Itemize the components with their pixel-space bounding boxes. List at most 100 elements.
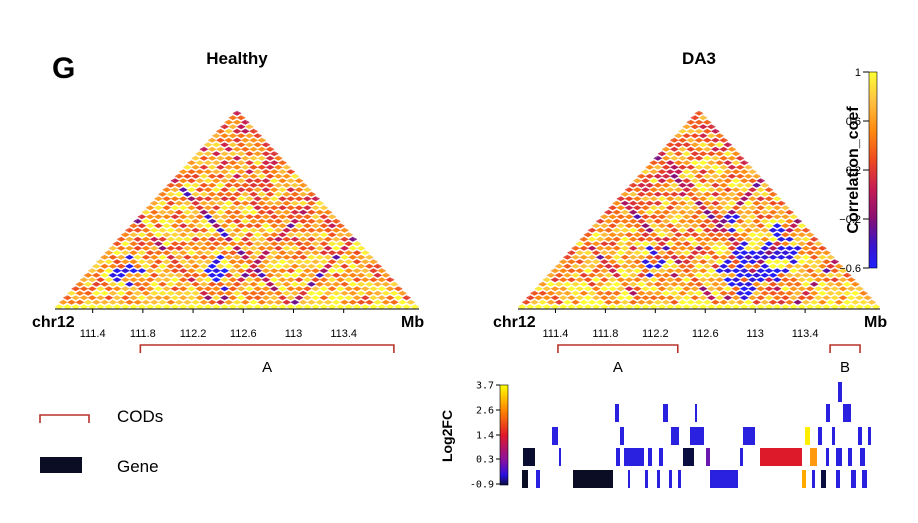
heatmap-cell xyxy=(632,295,642,301)
heatmap-cell xyxy=(826,281,836,287)
heatmap-cell xyxy=(145,304,155,310)
heatmap-cell xyxy=(203,295,213,301)
heatmap-cell xyxy=(669,299,679,305)
heatmap-cell xyxy=(215,263,226,269)
heatmap-cell xyxy=(352,304,362,310)
heatmap-cell xyxy=(583,295,593,301)
heatmap-cell xyxy=(220,169,230,175)
heatmap-cell xyxy=(174,281,184,287)
heatmap-cell xyxy=(690,178,700,184)
heatmap-cell xyxy=(682,205,692,211)
heatmap-cell xyxy=(735,182,745,188)
heatmap-cell xyxy=(66,299,77,305)
heatmap-cell xyxy=(747,232,758,238)
heatmap-cell xyxy=(784,263,795,269)
heatmap-cell xyxy=(640,187,651,193)
heatmap-cell xyxy=(232,164,242,170)
heatmap-cell xyxy=(269,286,279,292)
heatmap-cell xyxy=(373,272,383,278)
heatmap-cell xyxy=(302,223,312,229)
heatmap-cell xyxy=(653,191,663,197)
heatmap-cell xyxy=(809,290,819,296)
heatmap-cell xyxy=(760,236,770,242)
heatmap-cell xyxy=(772,259,782,265)
heatmap-cell xyxy=(323,263,333,269)
heatmap-cell xyxy=(640,277,651,283)
heatmap-cell xyxy=(182,209,192,215)
heatmap-cell xyxy=(603,290,614,296)
heatmap-cell xyxy=(344,277,354,283)
heatmap-cell xyxy=(75,281,85,287)
heatmap-cell xyxy=(653,245,663,251)
heatmap-cell xyxy=(678,245,688,251)
heatmap-cell xyxy=(232,200,242,206)
heatmap-cell xyxy=(661,227,671,233)
heatmap-cell xyxy=(702,263,712,269)
heatmap-cell xyxy=(149,200,159,206)
tick-label: 113.4 xyxy=(330,328,357,340)
ticks-healthy: 111.4 111.8 112.2 112.6 113 113.4 xyxy=(80,309,357,340)
heatmap-cell xyxy=(224,182,234,188)
heatmap-cell xyxy=(211,133,221,139)
heatmap-cell xyxy=(653,299,663,305)
heatmap-cell xyxy=(805,250,815,256)
heatmap-cell xyxy=(129,286,139,292)
heatmap-cell xyxy=(826,254,836,260)
heatmap-cell xyxy=(723,142,733,148)
heatmap-cell xyxy=(612,218,622,224)
heatmap-cell xyxy=(682,160,692,166)
heatmap-cell xyxy=(195,178,205,184)
heatmap-cell xyxy=(682,196,692,202)
heatmap-cell xyxy=(723,232,733,238)
cod-bracket xyxy=(829,344,861,353)
heatmap-cell xyxy=(199,263,209,269)
heatmap-cell xyxy=(286,178,296,184)
heatmap-cell xyxy=(286,295,296,301)
gene-bar xyxy=(620,427,624,445)
heatmap-cell xyxy=(315,245,325,251)
heatmap-cell xyxy=(706,124,716,130)
heatmap-cell xyxy=(191,155,201,161)
heatmap-cell xyxy=(678,263,688,269)
heatmap-cell xyxy=(116,281,126,287)
heatmap-cell xyxy=(389,290,399,296)
heatmap-cell xyxy=(224,155,234,161)
heatmap-cell xyxy=(756,223,766,229)
heatmap-cell xyxy=(735,272,745,278)
heatmap-cell xyxy=(286,232,296,238)
heatmap-cell xyxy=(706,295,716,301)
heatmap-cell xyxy=(616,259,626,265)
heatmap-cell xyxy=(686,137,696,143)
gene-legend-symbol xyxy=(40,457,82,473)
heatmap-cell xyxy=(265,218,275,224)
heatmap-cell xyxy=(727,191,737,197)
heatmap-cell xyxy=(534,295,544,301)
heatmap-cell xyxy=(149,209,159,215)
heatmap-cell xyxy=(311,295,321,301)
heatmap-cell xyxy=(731,304,741,310)
heatmap-cell xyxy=(784,236,795,242)
heatmap-cell xyxy=(830,277,840,283)
heatmap-cell xyxy=(240,137,250,143)
heatmap-cell xyxy=(542,304,552,310)
heatmap-cell xyxy=(108,299,118,305)
heatmap-cell xyxy=(669,155,679,161)
heatmap-cell xyxy=(298,191,308,197)
heatmap-cell xyxy=(661,281,671,287)
heatmap-cell xyxy=(91,272,101,278)
heatmap-cell xyxy=(608,295,618,301)
heatmap-cell xyxy=(743,209,753,215)
heatmap-cell xyxy=(550,304,560,310)
heatmap-cell xyxy=(248,281,259,287)
heatmap-cell xyxy=(764,187,774,193)
heatmap-cell xyxy=(694,191,704,197)
heatmap-cell xyxy=(306,299,317,305)
heatmap-cell xyxy=(91,263,101,269)
heatmap-cell xyxy=(186,259,197,265)
heatmap-cell xyxy=(743,254,753,260)
heatmap-cell xyxy=(228,259,238,265)
heatmap-cell xyxy=(608,268,618,274)
heatmap-cell xyxy=(302,304,312,310)
heatmap-cell xyxy=(632,250,642,256)
heatmap-cell xyxy=(760,191,770,197)
